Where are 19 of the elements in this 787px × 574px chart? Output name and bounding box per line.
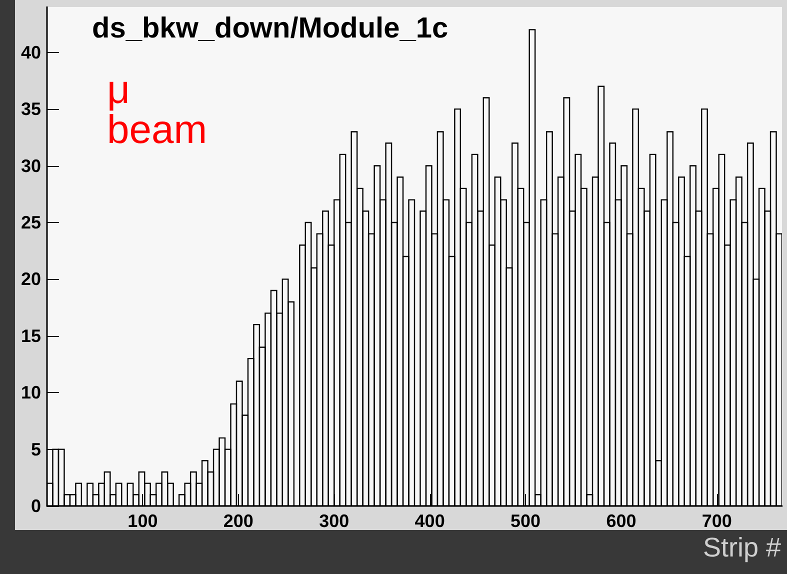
y-tick-label: 20 <box>20 269 41 290</box>
annotation: ds_bkw_down/Module_1c <box>92 12 448 44</box>
x-tick-label: 100 <box>128 511 158 531</box>
y-tick-label: 0 <box>30 496 41 516</box>
x-tick-label: 700 <box>702 511 732 531</box>
x-tick-label: 300 <box>319 511 350 531</box>
x-tick-label: 400 <box>414 511 445 531</box>
x-axis-title: Strip # <box>702 532 782 562</box>
y-tick-label: 25 <box>20 212 41 232</box>
y-tick-label: 35 <box>20 99 41 120</box>
annotation: μ beam <box>107 68 208 152</box>
y-tick-label: 10 <box>20 382 41 403</box>
y-tick-label: 5 <box>30 439 41 460</box>
x-tick-label: 500 <box>510 511 541 531</box>
x-tick-label: 200 <box>223 511 254 531</box>
y-tick-label: 15 <box>20 326 41 346</box>
y-tick-label: 30 <box>20 156 41 176</box>
x-tick-label: 600 <box>606 511 636 531</box>
y-tick-label: 40 <box>20 42 41 62</box>
